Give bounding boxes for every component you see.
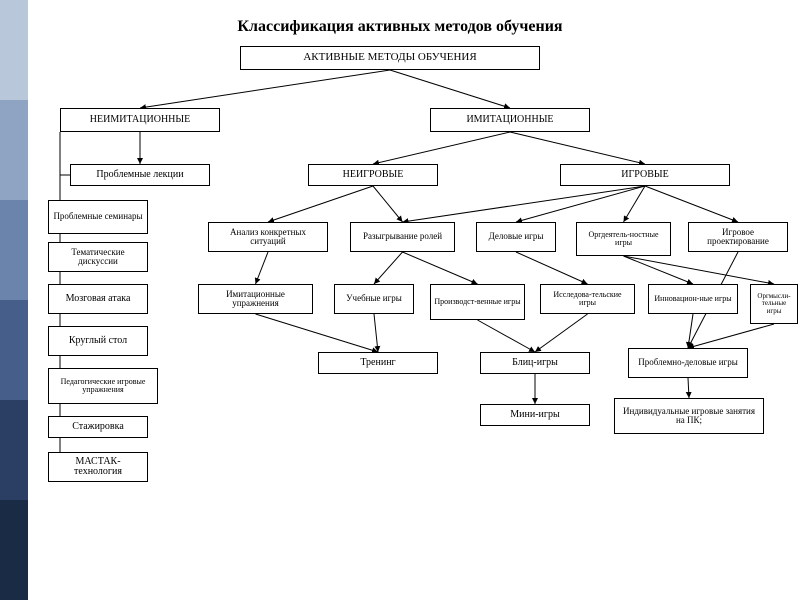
node-orgdeyat: Оргдеятель-ностные игры	[576, 222, 671, 256]
node-proizv: Производст-венные игры	[430, 284, 525, 320]
node-igrproekt: Игровое проектирование	[688, 222, 788, 252]
deco-seg-0	[0, 0, 28, 100]
node-mozg: Мозговая атака	[48, 284, 148, 314]
node-anks: Анализ конкретных ситуаций	[208, 222, 328, 252]
node-pedigr: Педагогические игровые упражнения	[48, 368, 158, 404]
node-imitupr: Имитационные упражнения	[198, 284, 313, 314]
deco-seg-2	[0, 200, 28, 300]
deco-seg-5	[0, 500, 28, 600]
left-decor-stripe	[0, 0, 28, 600]
node-blits: Блиц-игры	[480, 352, 590, 374]
node-themdisc: Тематические дискуссии	[48, 242, 148, 272]
diagram-title: Классификация активных методов обучения	[150, 18, 650, 36]
node-imit: ИМИТАЦИОННЫЕ	[430, 108, 590, 132]
node-orgmysl: Оргмысли-тельные игры	[750, 284, 798, 324]
node-nonim: НЕИМИТАЦИОННЫЕ	[60, 108, 220, 132]
node-krugl: Круглый стол	[48, 326, 148, 356]
deco-seg-3	[0, 300, 28, 400]
node-innov: Инновацион-ные игры	[648, 284, 738, 314]
node-mastak: МАСТАК-технология	[48, 452, 148, 482]
node-trening: Тренинг	[318, 352, 438, 374]
node-igr: ИГРОВЫЕ	[560, 164, 730, 186]
deco-seg-1	[0, 100, 28, 200]
node-stazh: Стажировка	[48, 416, 148, 438]
deco-seg-4	[0, 400, 28, 500]
node-probsem: Проблемные семинары	[48, 200, 148, 234]
node-issled: Исследова-тельские игры	[540, 284, 635, 314]
node-indigz: Индивидуальные игровые занятия на ПК;	[614, 398, 764, 434]
node-root: АКТИВНЫЕ МЕТОДЫ ОБУЧЕНИЯ	[240, 46, 540, 70]
node-neigr: НЕИГРОВЫЕ	[308, 164, 438, 186]
node-probdel: Проблемно-деловые игры	[628, 348, 748, 378]
node-miniig: Мини-игры	[480, 404, 590, 426]
node-problect: Проблемные лекции	[70, 164, 210, 186]
node-delig: Деловые игры	[476, 222, 556, 252]
node-razr: Разыгрывание ролей	[350, 222, 455, 252]
node-uchig: Учебные игры	[334, 284, 414, 314]
